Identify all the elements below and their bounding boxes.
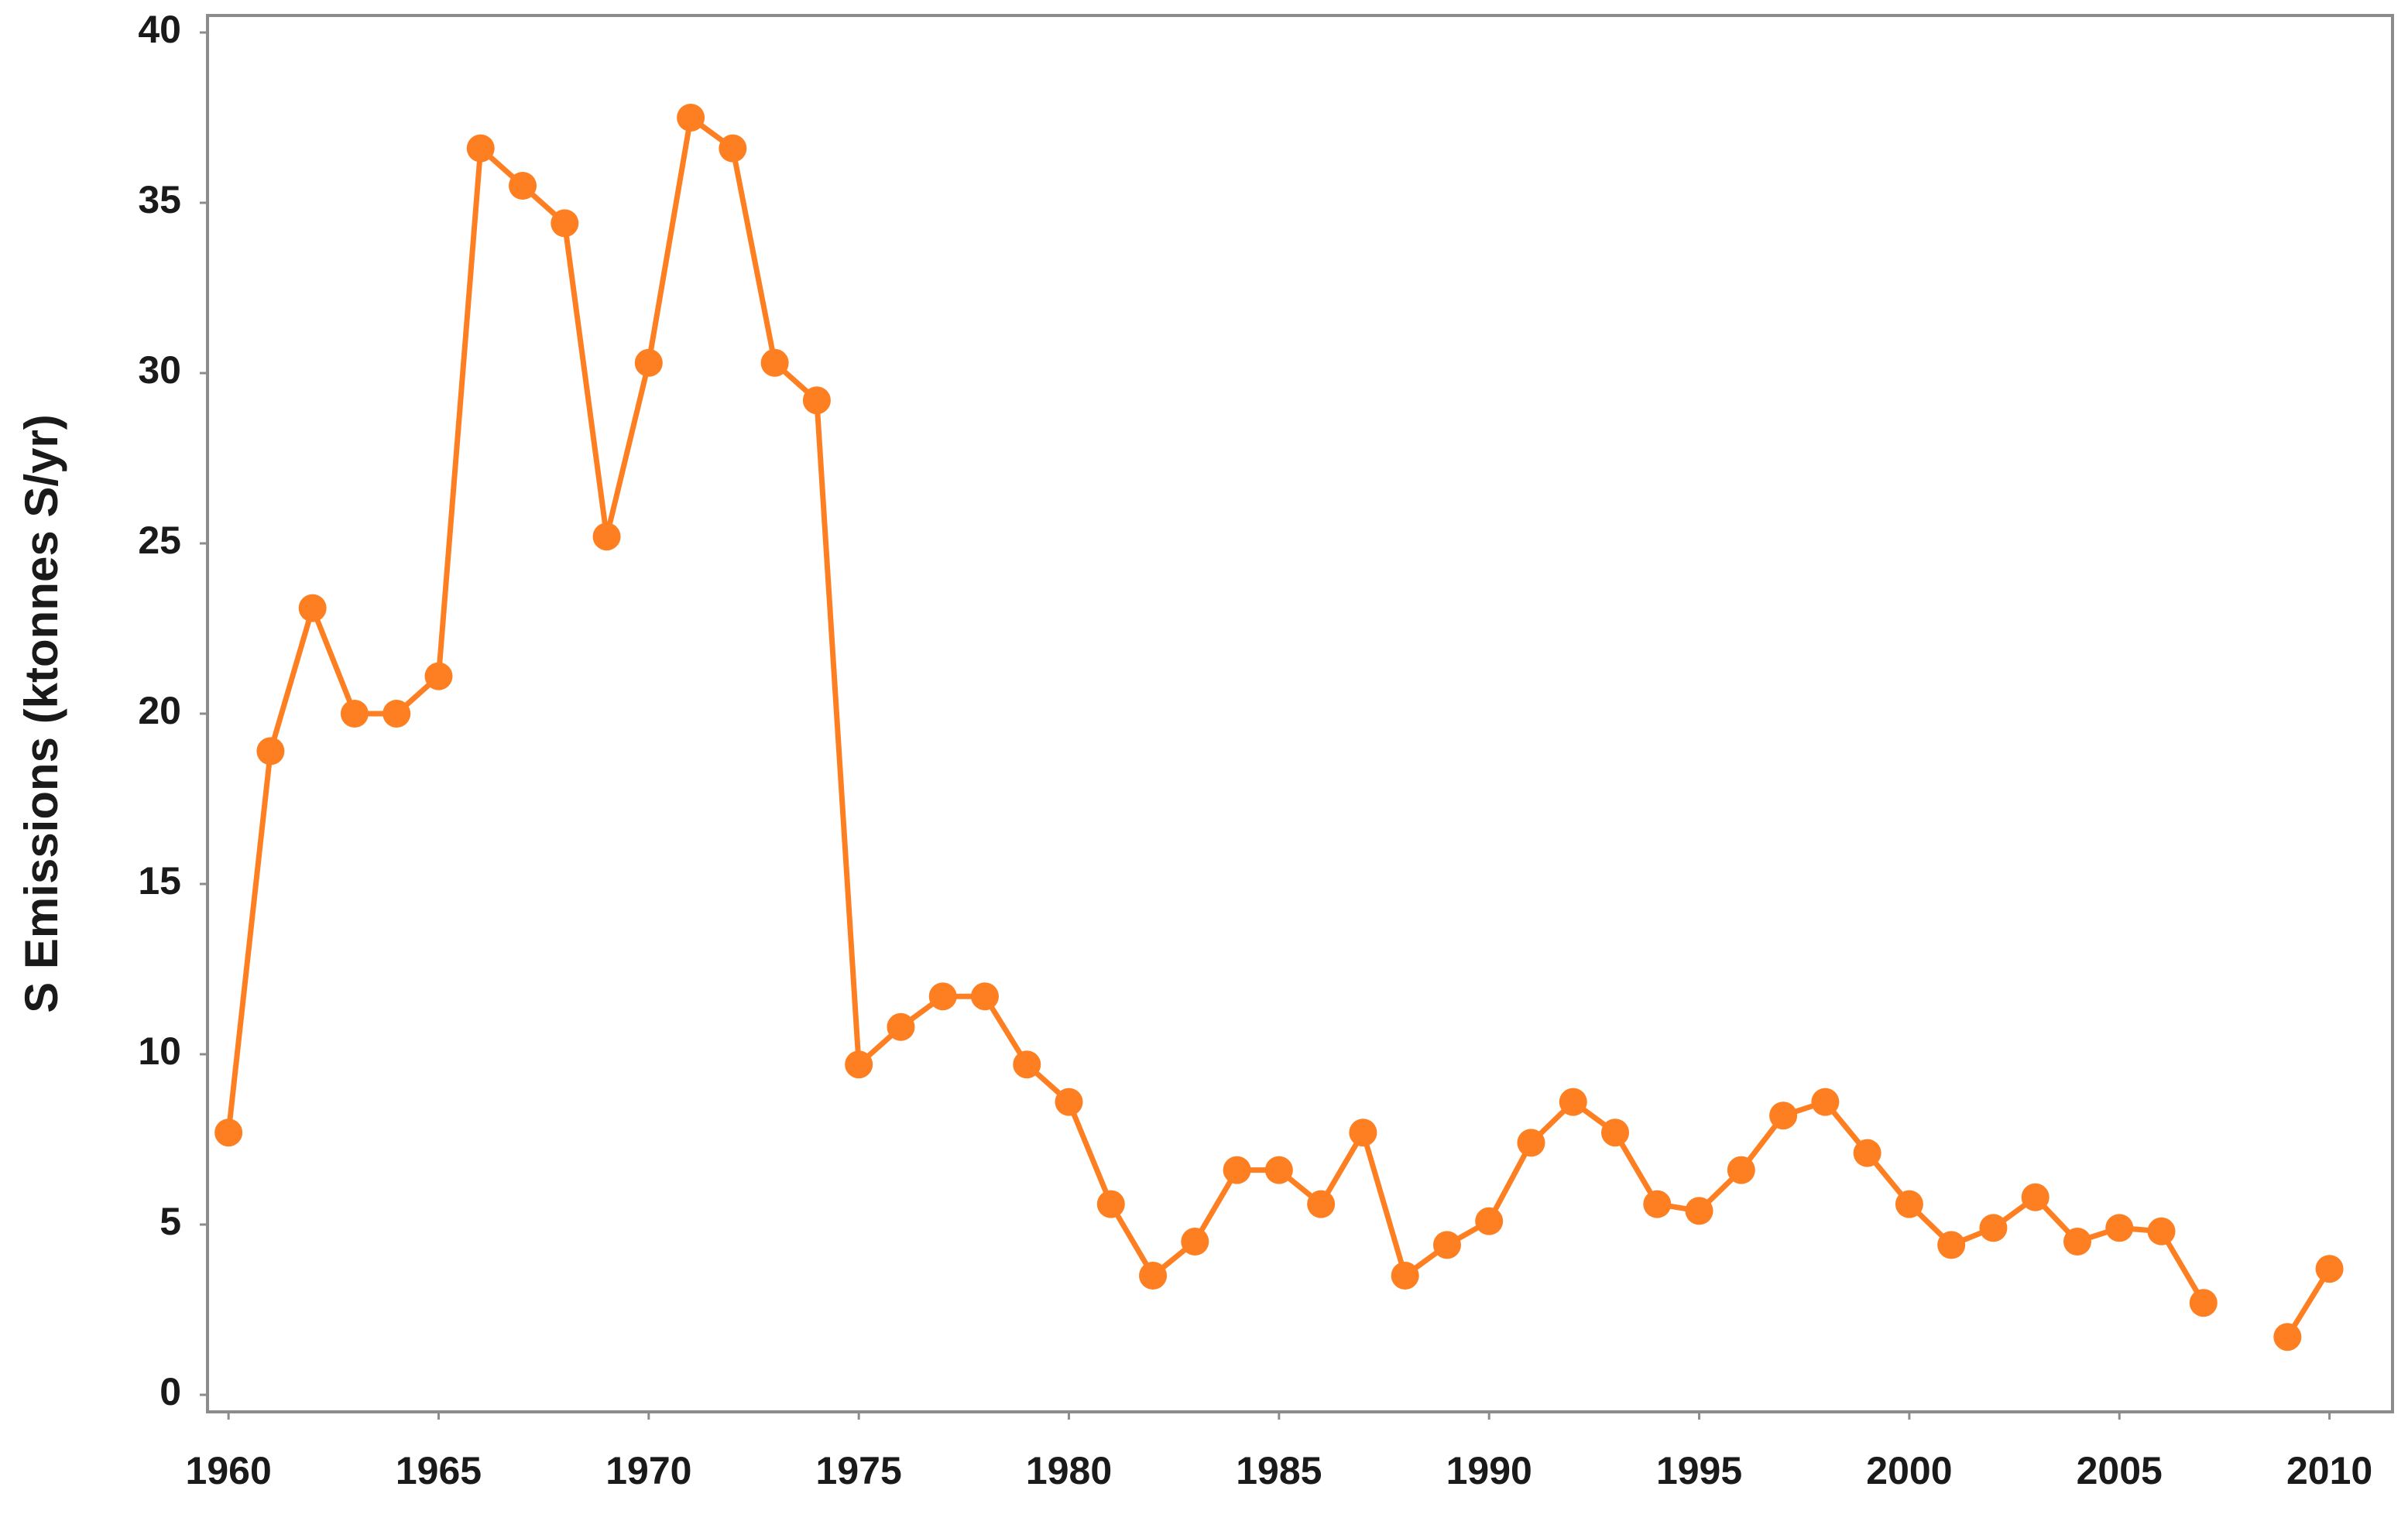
data-point (1811, 1088, 1840, 1116)
data-point (928, 982, 957, 1011)
data-point (1853, 1139, 1881, 1167)
data-point (887, 1012, 915, 1041)
y-tick-label: 35 (138, 178, 181, 221)
data-point (509, 172, 537, 200)
data-point (1181, 1228, 1209, 1256)
data-point (1937, 1231, 1966, 1259)
data-point (2105, 1214, 2134, 1242)
data-point (1349, 1118, 1377, 1147)
y-tick-label: 30 (138, 348, 181, 392)
data-point (592, 522, 621, 551)
y-tick-label: 0 (160, 1370, 181, 1413)
data-point (340, 700, 369, 728)
data-point (2147, 1217, 2176, 1245)
data-point (1769, 1101, 1798, 1130)
data-point (214, 1118, 243, 1147)
data-point (1517, 1129, 1545, 1157)
data-point (1727, 1156, 1755, 1184)
data-point (1643, 1190, 1672, 1218)
y-tick-label: 10 (138, 1029, 181, 1073)
y-tick-label: 15 (138, 859, 181, 903)
data-point (2063, 1228, 2091, 1256)
x-tick-label: 2000 (1866, 1449, 1952, 1492)
x-tick-label: 1965 (396, 1449, 482, 1492)
data-point (2273, 1323, 2302, 1351)
y-tick-label: 25 (138, 519, 181, 562)
data-point (634, 348, 663, 377)
data-point (1055, 1088, 1083, 1116)
data-point (424, 662, 453, 690)
data-point (1264, 1156, 1293, 1184)
data-point (1223, 1156, 1251, 1184)
data-point (382, 700, 411, 728)
data-point (256, 737, 285, 766)
data-point (760, 348, 789, 377)
data-point (1096, 1190, 1125, 1218)
data-point (1895, 1190, 1923, 1218)
data-point (970, 982, 999, 1011)
data-point (466, 134, 495, 163)
data-point (1013, 1050, 1041, 1079)
data-point (677, 104, 705, 132)
data-point (551, 209, 579, 238)
y-axis-label: S Emissions (ktonnes S/yr) (15, 414, 67, 1013)
x-tick-label: 1975 (816, 1449, 902, 1492)
data-point (1979, 1214, 2008, 1242)
data-point (1685, 1197, 1713, 1225)
y-tick-label: 20 (138, 689, 181, 732)
data-point (2021, 1183, 2050, 1211)
data-point (1432, 1231, 1461, 1259)
data-point (1475, 1207, 1504, 1235)
data-point (1559, 1088, 1587, 1116)
data-point (802, 386, 831, 415)
x-tick-label: 1995 (1656, 1449, 1742, 1492)
x-tick-label: 2005 (2077, 1449, 2163, 1492)
data-point (1601, 1118, 1630, 1147)
data-point (2315, 1255, 2344, 1283)
plot-frame (206, 14, 2394, 1413)
data-line (225, 115, 2332, 1339)
x-tick-label: 1985 (1236, 1449, 1322, 1492)
data-point (1307, 1190, 1336, 1218)
data-point (845, 1050, 873, 1079)
y-tick-label: 40 (138, 8, 181, 51)
data-point (2189, 1289, 2218, 1317)
x-tick-label: 1990 (1446, 1449, 1532, 1492)
data-point (298, 594, 327, 622)
x-tick-label: 1970 (605, 1449, 691, 1492)
x-tick-label: 1960 (186, 1449, 272, 1492)
data-point (1139, 1262, 1168, 1290)
y-tick-label: 5 (160, 1200, 181, 1243)
data-point (1391, 1262, 1419, 1290)
x-tick-label: 2010 (2286, 1449, 2372, 1492)
x-tick-label: 1980 (1026, 1449, 1112, 1492)
data-point (719, 134, 747, 163)
